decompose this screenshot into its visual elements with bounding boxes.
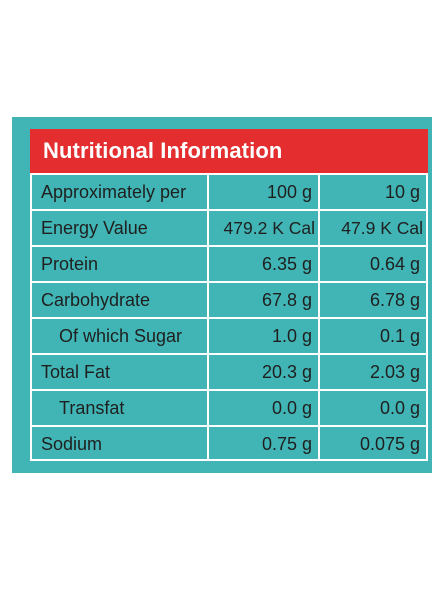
row-label: Protein [41,254,99,274]
table-row-of-which-sugar: Of which Sugar 1.0 g 0.1 g [32,317,426,353]
nutrition-table: Approximately per 100 g 10 g Energy Valu… [30,173,428,461]
value-per-10g: 0.0 g [318,391,426,425]
table-row-approximately-per: Approximately per 100 g 10 g [32,173,426,209]
value-per-10g: 2.03 g [318,355,426,389]
value-per-10g: 6.78 g [318,283,426,317]
table-row-energy-value: Energy Value 479.2 K Cal 47.9 K Cal [32,209,426,245]
value-per-10g: 0.075 g [318,427,426,461]
row-label: Carbohydrate [41,290,151,310]
value-per-10g: 0.1 g [318,319,426,353]
value-per-10g: 10 g [318,175,426,209]
nutrition-panel: Nutritional Information Approximately pe… [12,117,432,473]
table-row-transfat: Transfat 0.0 g 0.0 g [32,389,426,425]
value-per-100g: 20.3 g [207,355,318,389]
table-row-protein: Protein 6.35 g 0.64 g [32,245,426,281]
value-per-100g: 100 g [207,175,318,209]
value-per-100g: 1.0 g [207,319,318,353]
table-row-sodium: Sodium 0.75 g 0.075 g [32,425,426,461]
value-per-100g: 0.75 g [207,427,318,461]
value-per-100g: 0.0 g [207,391,318,425]
row-label: Energy Value [41,218,148,238]
value-per-10g: 47.9 K Cal [318,211,426,245]
value-per-10g: 0.64 g [318,247,426,281]
value-per-100g: 6.35 g [207,247,318,281]
row-label: Of which Sugar [59,326,183,346]
table-row-carbohydrate: Carbohydrate 67.8 g 6.78 g [32,281,426,317]
row-label: Approximately per [41,182,187,202]
value-per-100g: 479.2 K Cal [207,211,318,245]
table-row-total-fat: Total Fat 20.3 g 2.03 g [32,353,426,389]
row-label: Total Fat [41,362,111,382]
nutrition-title: Nutritional Information [30,129,428,173]
row-label: Sodium [41,434,103,454]
row-label: Transfat [59,398,125,418]
value-per-100g: 67.8 g [207,283,318,317]
